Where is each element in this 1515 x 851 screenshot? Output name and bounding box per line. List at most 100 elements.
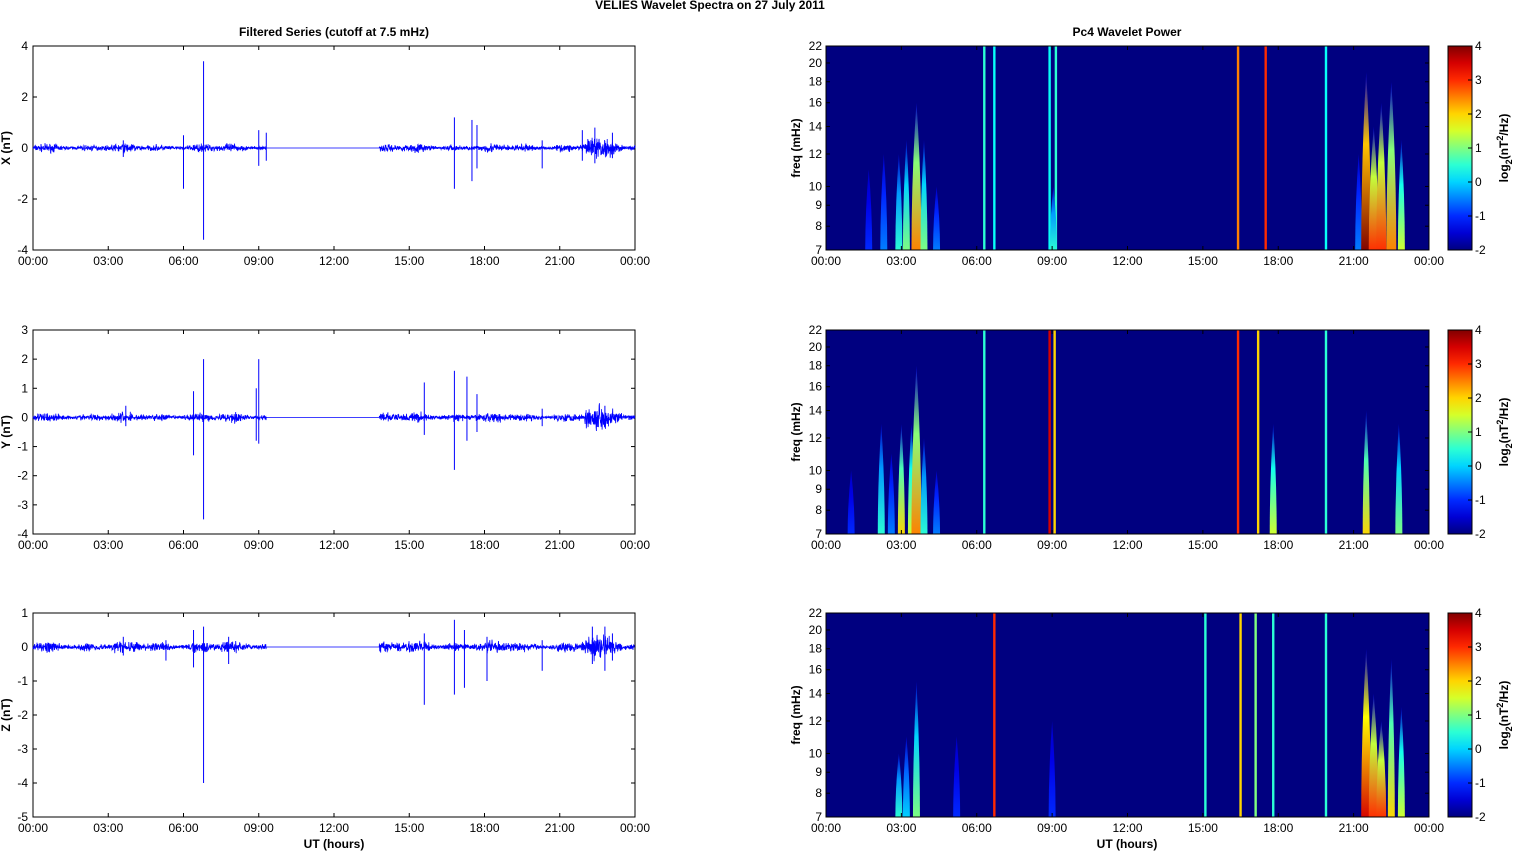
spectrogram-burst [895, 153, 903, 250]
timeseries-x-tick-label: 12:00 [319, 254, 349, 268]
timeseries-x-tick-label: 12:00 [319, 821, 349, 835]
timeseries-x-tick-label: 18:00 [469, 254, 499, 268]
y-tick-label: 2 [21, 90, 28, 104]
spectrogram-burst [902, 736, 910, 817]
spectrogram-x-tick-label: 18:00 [1263, 821, 1293, 835]
timeseries-x-tick-label: 15:00 [394, 254, 424, 268]
right-column-title: Pc4 Wavelet Power [1073, 25, 1182, 39]
spectrogram-burst [847, 470, 855, 534]
freq-axis-label: freq (mHz) [789, 685, 803, 744]
timeseries-x-tick-label: 12:00 [319, 538, 349, 552]
spectrogram-x-tick-label: 09:00 [1037, 254, 1067, 268]
y-axis-label: Y (nT) [0, 415, 13, 449]
spectrogram-burst [880, 153, 888, 250]
spectrogram-burst [920, 139, 928, 250]
spectrogram-burst [1386, 81, 1397, 250]
y-tick-label: -5 [17, 810, 28, 824]
spectrogram-x-tick-label: 18:00 [1263, 538, 1293, 552]
freq-tick-label: 18 [809, 642, 823, 656]
colorbar-tick-label: 4 [1475, 323, 1482, 337]
freq-axis-label: freq (mHz) [789, 118, 803, 177]
freq-tick-label: 9 [815, 765, 822, 779]
timeseries-x-tick-label: 09:00 [244, 538, 274, 552]
colorbar-tick-label: -2 [1475, 527, 1486, 541]
spectrogram-x-tick-label: 09:00 [1037, 821, 1067, 835]
colorbar-label-part: (nT [1497, 707, 1511, 726]
y-tick-label: 0 [21, 141, 28, 155]
freq-tick-label: 22 [809, 323, 823, 337]
freq-tick-label: 20 [809, 623, 823, 637]
spectrogram-burst [912, 681, 920, 817]
spectrogram-burst [1269, 423, 1277, 534]
spectrogram-x-tick-label: 03:00 [886, 821, 916, 835]
spectrogram-burst [933, 186, 941, 250]
spectrogram-burst [897, 423, 905, 534]
y-tick-label: -3 [17, 742, 28, 756]
right-x-axis-label: UT (hours) [1097, 837, 1158, 851]
spectrogram-x-tick-label: 06:00 [962, 821, 992, 835]
spectrogram-x-tick-label: 21:00 [1339, 538, 1369, 552]
spectrogram-x-tick-label: 03:00 [886, 538, 916, 552]
spectrogram-background [826, 613, 1429, 817]
spectrogram-burst [983, 46, 986, 250]
timeseries-x-tick-label: 21:00 [545, 254, 575, 268]
colorbar-tick-label: 0 [1475, 742, 1482, 756]
colorbar-label-part: 2 [1495, 703, 1505, 708]
freq-tick-label: 12 [809, 714, 823, 728]
timeseries-x-tick-label: 00:00 [620, 538, 650, 552]
spectrogram-burst [1256, 330, 1260, 534]
colorbar-label-part: 2 [1504, 159, 1514, 164]
freq-tick-label: 22 [809, 39, 823, 53]
spectrogram-burst [902, 139, 910, 250]
colorbar-tick-label: 2 [1475, 391, 1482, 405]
spectrogram-x-tick-label: 21:00 [1339, 254, 1369, 268]
freq-tick-label: 16 [809, 663, 823, 677]
y-tick-label: 4 [21, 39, 28, 53]
spectrogram-burst [933, 470, 941, 534]
spectrogram-x-tick-label: 06:00 [962, 538, 992, 552]
freq-tick-label: 12 [809, 431, 823, 445]
colorbar-label-part: 2 [1504, 443, 1514, 448]
timeseries-x-tick-label: 00:00 [18, 538, 48, 552]
spectrogram-burst [1048, 330, 1051, 534]
spectrogram-x-tick-label: 00:00 [1414, 538, 1444, 552]
spectrogram-burst [983, 330, 986, 534]
spectrogram-burst [1376, 720, 1387, 817]
freq-tick-label: 20 [809, 340, 823, 354]
spectrogram-burst [911, 102, 922, 250]
spectrogram-burst [1397, 139, 1405, 250]
spectrogram-burst [877, 423, 885, 534]
spectrogram-burst [1048, 720, 1056, 817]
colorbar-tick-label: -1 [1475, 209, 1486, 223]
spectrogram-burst [1049, 186, 1057, 250]
series-line [32, 634, 635, 662]
colorbar-label-part: 2 [1504, 726, 1514, 731]
colorbar-label-part: (nT [1497, 140, 1511, 159]
spectrogram-burst [1239, 613, 1242, 817]
spectrogram-x-tick-label: 15:00 [1188, 254, 1218, 268]
spectrogram-x-tick-label: 12:00 [1112, 821, 1142, 835]
spectrogram-burst [920, 437, 928, 534]
spectrogram-x-tick-label: 00:00 [1414, 254, 1444, 268]
colorbar-label: log2(nT2/Hz) [1495, 681, 1514, 750]
spectrogram-bursts [865, 46, 1405, 250]
y-tick-label: -4 [17, 243, 28, 257]
y-tick-label: -4 [17, 776, 28, 790]
spectrogram-burst [1048, 46, 1051, 250]
spectrogram-x-tick-label: 03:00 [886, 254, 916, 268]
y-tick-label: 1 [21, 381, 28, 395]
colorbar-tick-label: -1 [1475, 493, 1486, 507]
timeseries-x-tick-label: 00:00 [620, 254, 650, 268]
freq-tick-label: 18 [809, 359, 823, 373]
spectrogram-bursts [847, 330, 1403, 534]
colorbar-label-part: /Hz) [1497, 681, 1511, 703]
colorbar-label-part: 2 [1495, 420, 1505, 425]
spectrogram-burst [1254, 613, 1257, 817]
colorbar-tick-label: 1 [1475, 708, 1482, 722]
series-line [32, 403, 636, 432]
freq-tick-label: 9 [815, 198, 822, 212]
timeseries-x-tick-label: 15:00 [394, 821, 424, 835]
timeseries-x-tick-label: 06:00 [168, 821, 198, 835]
series-line [32, 137, 636, 159]
colorbar-tick-label: 4 [1475, 39, 1482, 53]
